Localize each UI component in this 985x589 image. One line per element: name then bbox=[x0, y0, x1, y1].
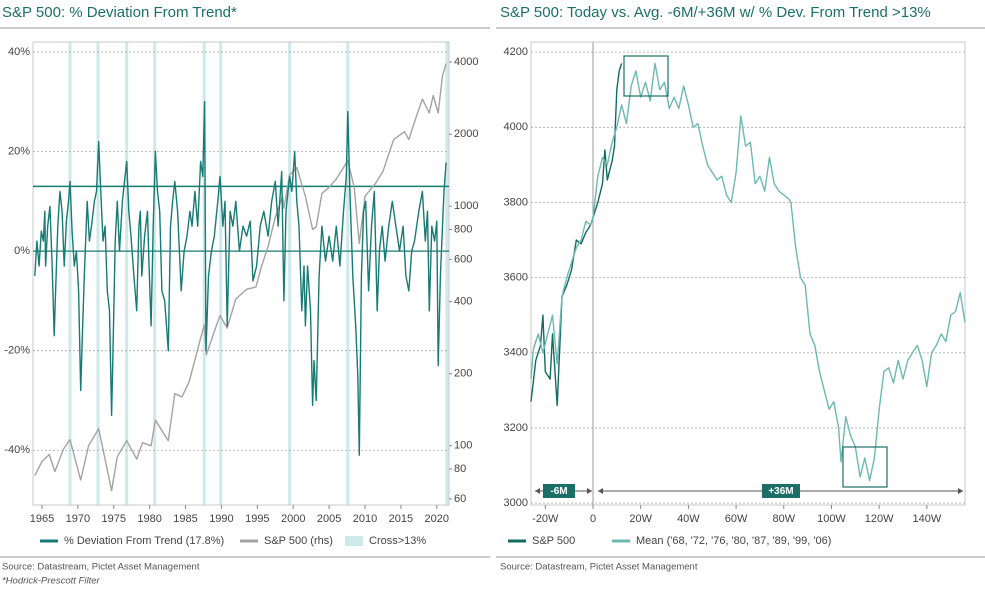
chart-title: S&P 500: Today vs. Avg. -6M/+36M w/ % De… bbox=[500, 4, 931, 21]
x-tick-label: 1980 bbox=[137, 513, 161, 525]
highlight-band bbox=[68, 42, 72, 505]
annotation-box bbox=[762, 484, 800, 498]
x-tick-label: 2010 bbox=[353, 513, 377, 525]
y2-tick-label: 100 bbox=[454, 440, 472, 452]
y2-tick-label: 1000 bbox=[454, 200, 478, 212]
annotation: -6M bbox=[550, 486, 567, 497]
x-tick-label: 1990 bbox=[209, 513, 233, 525]
x-tick-label: 2005 bbox=[317, 513, 341, 525]
annotation-box bbox=[543, 484, 575, 498]
legend-label: S&P 500 bbox=[532, 535, 575, 547]
legend-label: Cross>13% bbox=[369, 535, 426, 547]
x-tick-label: 2020 bbox=[425, 513, 449, 525]
plot-frame bbox=[530, 41, 966, 506]
x-tick-label: 0 bbox=[590, 513, 596, 525]
x-tick-label: 1995 bbox=[245, 513, 269, 525]
x-tick-label: 1965 bbox=[30, 513, 54, 525]
x-tick-label: 1975 bbox=[102, 513, 126, 525]
legend-label: Mean ('68, '72, '76, '80, '87, '89, '99,… bbox=[636, 535, 831, 547]
y-tick-label: -20% bbox=[4, 345, 30, 357]
y2-tick-label: 400 bbox=[454, 295, 472, 307]
highlight-band bbox=[288, 42, 292, 505]
highlight-band bbox=[125, 42, 129, 505]
y2-tick-label: 60 bbox=[454, 493, 466, 505]
x-tick-label: -20W bbox=[532, 513, 559, 525]
x-tick-label: 2000 bbox=[281, 513, 305, 525]
plot-frame bbox=[32, 41, 450, 506]
x-tick-label: 140W bbox=[912, 513, 941, 525]
chart-title: S&P 500: % Deviation From Trend* bbox=[2, 4, 237, 21]
series-line bbox=[34, 101, 447, 456]
x-tick-label: 80W bbox=[772, 513, 795, 525]
legend-label: % Deviation From Trend (17.8%) bbox=[64, 535, 224, 547]
x-tick-label: 1970 bbox=[66, 513, 90, 525]
y-tick-label: 40% bbox=[8, 46, 30, 58]
x-tick-label: 1985 bbox=[173, 513, 197, 525]
y2-tick-label: 600 bbox=[454, 253, 472, 265]
highlight-band bbox=[346, 42, 350, 505]
highlight-band bbox=[153, 42, 157, 505]
y-tick-label: 3000 bbox=[504, 497, 528, 509]
y-tick-label: -40% bbox=[4, 444, 30, 456]
legend-swatch bbox=[345, 536, 363, 546]
highlight-box bbox=[842, 446, 888, 488]
y2-tick-label: 800 bbox=[454, 223, 472, 235]
highlight-band bbox=[219, 42, 223, 505]
x-tick-label: 20W bbox=[629, 513, 652, 525]
y-tick-label: 3200 bbox=[504, 422, 528, 434]
y-tick-label: 3600 bbox=[504, 272, 528, 284]
series-line bbox=[530, 63, 623, 407]
y2-tick-label: 200 bbox=[454, 368, 472, 380]
highlight-band bbox=[445, 42, 449, 505]
y2-tick-label: 80 bbox=[454, 463, 466, 475]
x-tick-label: 2015 bbox=[389, 513, 413, 525]
x-tick-label: 100W bbox=[817, 513, 846, 525]
y2-tick-label: 2000 bbox=[454, 128, 478, 140]
series-line bbox=[34, 63, 447, 492]
y-tick-label: 20% bbox=[8, 145, 30, 157]
y-tick-label: 0% bbox=[14, 245, 30, 257]
y-tick-label: 3800 bbox=[504, 196, 528, 208]
x-tick-label: 60W bbox=[725, 513, 748, 525]
highlight-box bbox=[623, 55, 669, 97]
source: Source: Datastream, Pictet Asset Managem… bbox=[500, 562, 698, 573]
y2-tick-label: 4000 bbox=[454, 56, 478, 68]
y-tick-label: 4000 bbox=[504, 121, 528, 133]
footnote: *Hodrick-Prescott Filter bbox=[2, 576, 100, 587]
highlight-band bbox=[96, 42, 100, 505]
source: Source: Datastream, Pictet Asset Managem… bbox=[2, 562, 200, 573]
highlight-band bbox=[202, 42, 206, 505]
annotation: +36M bbox=[768, 486, 793, 497]
series-line bbox=[530, 62, 966, 482]
x-tick-label: 40W bbox=[677, 513, 700, 525]
y-tick-label: 4200 bbox=[504, 46, 528, 58]
y-tick-label: 3400 bbox=[504, 347, 528, 359]
legend-label: S&P 500 (rhs) bbox=[264, 535, 333, 547]
x-tick-label: 120W bbox=[865, 513, 894, 525]
